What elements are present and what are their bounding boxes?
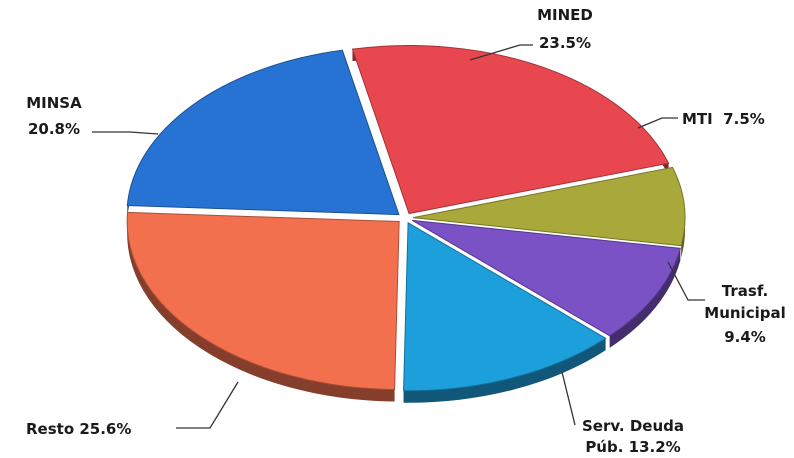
- label-minsa-value: 20.8%: [28, 120, 80, 138]
- leader-lines: [92, 44, 705, 429]
- pie-slices: [126, 45, 686, 403]
- leader-line-serv: [561, 371, 576, 426]
- label-minsa-name: MINSA: [26, 94, 82, 112]
- label-mined-value: 23.5%: [539, 34, 591, 52]
- slice-trasf-municipal: [411, 219, 681, 337]
- slice-resto: [126, 211, 400, 391]
- slice-side-serv-deuda-p-b: [403, 338, 606, 403]
- slice-minsa: [126, 49, 400, 216]
- slice-mti: [412, 166, 686, 247]
- label-serv-line2: Púb. 13.2%: [585, 438, 680, 456]
- slice-mined: [351, 45, 670, 215]
- label-mti: MTI 7.5%: [682, 110, 765, 128]
- leader-line-resto: [176, 381, 239, 429]
- leader-line-mined: [469, 44, 533, 61]
- leader-line-mti: [637, 117, 678, 129]
- label-trasf-line2: Municipal: [704, 304, 785, 322]
- label-resto: Resto 25.6%: [26, 420, 131, 438]
- label-serv-line1: Serv. Deuda: [582, 417, 684, 435]
- data-labels: MINED 23.5% MTI 7.5% Trasf. Municipal 9.…: [26, 6, 786, 456]
- slice-side-trasf-municipal: [609, 248, 681, 348]
- leader-line-trasf: [667, 261, 705, 301]
- slice-serv-deuda-p-b: [403, 221, 607, 392]
- label-trasf-line1: Trasf.: [722, 282, 768, 300]
- leader-line-minsa: [92, 131, 159, 135]
- label-mined-name: MINED: [537, 6, 593, 24]
- label-trasf-value: 9.4%: [724, 328, 766, 346]
